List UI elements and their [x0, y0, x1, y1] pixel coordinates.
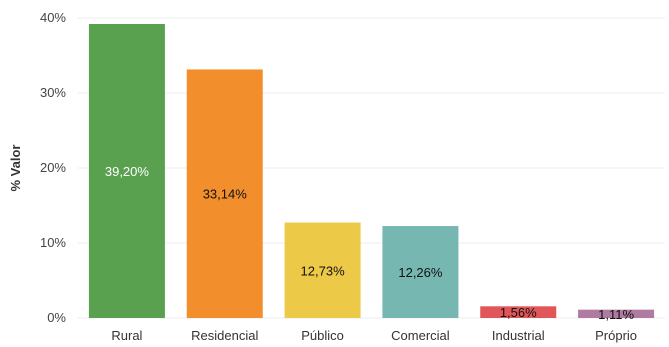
y-tick-label: 40% [40, 10, 66, 25]
data-label: 33,14% [203, 187, 248, 202]
x-category-label: Público [301, 328, 344, 343]
data-label: 39,20% [105, 164, 150, 179]
bar-rural [88, 24, 165, 318]
y-tick-label: 10% [40, 235, 66, 250]
y-tick-label: 0% [47, 310, 66, 325]
bar-industrial [480, 306, 557, 318]
bars [88, 24, 655, 318]
gridlines [78, 17, 665, 319]
x-category-label: Comercial [391, 328, 450, 343]
data-label: 1,11% [598, 307, 634, 322]
data-label: 12,26% [398, 265, 443, 280]
y-axis-ticks: 0% 10% 20% 30% 40% [40, 10, 66, 325]
bar-próprio [578, 309, 655, 318]
data-labels: 39,20% 33,14% 12,73% 12,26% 1,56% 1,11% [105, 164, 635, 322]
bar-residencial [186, 69, 263, 318]
y-axis-title: % Valor [8, 145, 23, 192]
bar-público [284, 222, 361, 318]
y-tick-label: 20% [40, 160, 66, 175]
data-label: 12,73% [301, 263, 346, 278]
data-label: 1,56% [500, 305, 537, 320]
x-category-label: Industrial [492, 328, 545, 343]
y-tick-label: 30% [40, 85, 66, 100]
x-category-label: Rural [111, 328, 142, 343]
x-category-label: Próprio [595, 328, 637, 343]
x-axis-categories: Rural Residencial Público Comercial Industri… [111, 328, 637, 343]
x-category-label: Residencial [191, 328, 258, 343]
bar-comercial [382, 226, 459, 318]
